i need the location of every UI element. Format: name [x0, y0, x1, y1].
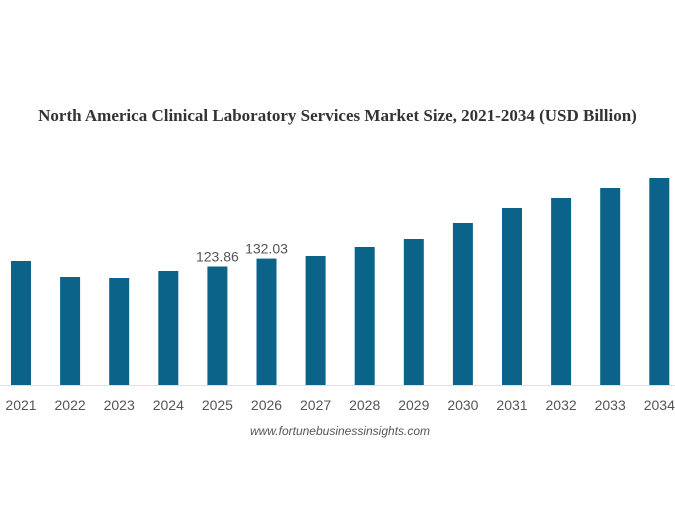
x-tick-label-2034: 2034 — [644, 397, 675, 413]
x-tick-label-2031: 2031 — [496, 397, 527, 413]
bar-2024 — [158, 271, 179, 385]
x-tick-label-2027: 2027 — [300, 397, 331, 413]
bar-2027 — [305, 256, 326, 385]
x-tick-label-2023: 2023 — [104, 397, 135, 413]
bar-2025 — [207, 266, 228, 385]
x-tick-label-2032: 2032 — [546, 397, 577, 413]
bar-2022 — [60, 277, 81, 385]
x-tick-label-2025: 2025 — [202, 397, 233, 413]
x-tick-label-2033: 2033 — [595, 397, 626, 413]
x-tick-label-2029: 2029 — [398, 397, 429, 413]
bar-2023 — [109, 278, 130, 385]
bar-2030 — [452, 223, 473, 385]
bar-2034 — [649, 178, 670, 385]
bar-2026 — [256, 258, 277, 385]
bars-group — [11, 178, 670, 385]
data-label-2026: 132.03 — [245, 241, 288, 257]
x-tick-label-2024: 2024 — [153, 397, 184, 413]
x-tick-label-2022: 2022 — [55, 397, 86, 413]
chart-title: North America Clinical Laboratory Servic… — [38, 106, 637, 125]
data-label-2025: 123.86 — [196, 249, 239, 265]
source-credit: www.fortunebusinessinsights.com — [249, 424, 431, 438]
bar-2029 — [403, 239, 424, 385]
bar-2028 — [354, 247, 375, 385]
bar-2031 — [502, 208, 522, 385]
x-tick-labels: 2021 2022 2023 2024 2025 2026 2027 2028 2029 2030… — [5, 397, 675, 413]
bar-2032 — [551, 198, 572, 385]
bar-2021 — [11, 261, 31, 385]
bar-2033 — [600, 188, 621, 385]
x-tick-label-2030: 2030 — [447, 397, 478, 413]
data-labels: 123.86 132.03 — [196, 241, 288, 265]
x-tick-label-2028: 2028 — [349, 397, 380, 413]
x-tick-label-2026: 2026 — [251, 397, 282, 413]
x-tick-label-2021: 2021 — [5, 397, 36, 413]
